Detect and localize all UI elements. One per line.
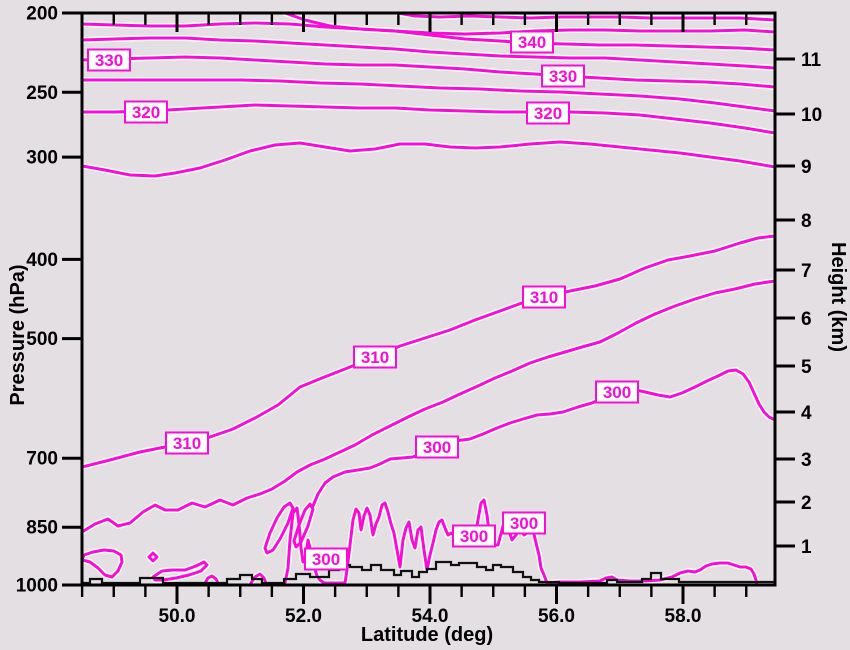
x-axis-tick-labels: 50.0 52.0 54.0 56.0 58.0 — [159, 606, 702, 627]
contour-halo-300 — [310, 367, 775, 509]
contour-line-300 — [292, 502, 315, 549]
height-tick-label: 7 — [801, 261, 812, 282]
height-axis-ticks — [775, 57, 795, 548]
x-tick-label: 52.0 — [285, 606, 322, 627]
right-axis-title: Height (km) — [827, 242, 849, 352]
contour-lines — [82, 13, 775, 585]
contour-line-300 — [263, 501, 295, 555]
pressure-tick-label: 1000 — [16, 576, 58, 597]
x-tick-label: 54.0 — [412, 606, 449, 627]
contour-line-305 — [82, 279, 775, 534]
contour-label-box — [510, 30, 554, 54]
contour-label-box — [87, 48, 131, 72]
contour-line-300 — [311, 368, 775, 508]
contour-label-text: 300 — [423, 438, 451, 457]
x-tick-label: 56.0 — [538, 606, 575, 627]
pressure-tick-label: 250 — [26, 83, 58, 104]
contour-label-text: 340 — [518, 33, 546, 52]
contour-line-300 — [147, 551, 159, 563]
height-axis-tick-labels: 11 10 9 8 7 6 5 4 3 2 1 — [801, 50, 822, 558]
contour-line-330 — [82, 55, 775, 89]
contour-line-315 — [82, 140, 775, 178]
contour-label-box — [522, 285, 566, 309]
height-tick-label: 4 — [801, 403, 812, 424]
pressure-axis-ticks — [62, 11, 82, 587]
left-axis-title: Pressure (hPa) — [7, 264, 29, 406]
contour-line-325 — [82, 78, 775, 113]
x-axis-ticks — [80, 13, 748, 604]
pressure-tick-label: 300 — [26, 148, 58, 169]
pressure-tick-label: 500 — [26, 329, 58, 350]
contour-label-text: 310 — [173, 434, 201, 453]
contour-label-text: 320 — [534, 104, 562, 123]
pressure-tick-label: 850 — [26, 518, 58, 539]
contour-label-box — [526, 101, 570, 125]
height-tick-label: 9 — [801, 157, 812, 178]
x-tick-label: 58.0 — [665, 606, 702, 627]
height-tick-label: 6 — [801, 309, 812, 330]
height-tick-label: 8 — [801, 211, 812, 232]
contour-label-text: 310 — [361, 348, 389, 367]
contour-line-350 — [396, 13, 775, 22]
contour-label-box — [541, 64, 585, 88]
contour-label-box — [165, 431, 209, 455]
contour-label-box — [304, 547, 348, 571]
contour-label-box — [124, 100, 168, 124]
contour-label-text: 330 — [95, 51, 123, 70]
contour-line-300 — [203, 574, 220, 585]
contour-label-box — [415, 435, 459, 459]
contour-line-300 — [82, 548, 124, 579]
height-tick-label: 2 — [801, 493, 812, 514]
pressure-tick-label: 400 — [26, 250, 58, 271]
height-tick-label: 11 — [801, 50, 822, 71]
terrain-outline — [82, 560, 775, 585]
height-tick-label: 3 — [801, 450, 812, 471]
contour-label-text: 310 — [530, 288, 558, 307]
contour-line-335 — [82, 36, 775, 70]
pressure-axis-tick-labels: 200 250 300 400 500 700 850 1000 — [16, 4, 58, 597]
contour-label-text: 300 — [510, 514, 538, 533]
contour-label-box — [353, 345, 397, 369]
contour-label-box — [595, 380, 639, 404]
pressure-tick-label: 700 — [26, 449, 58, 470]
contour-label-text: 320 — [132, 103, 160, 122]
pressure-tick-label: 200 — [26, 4, 58, 25]
contour-line-340 — [82, 21, 775, 52]
contour-label-text: 300 — [603, 383, 631, 402]
x-tick-label: 50.0 — [159, 606, 196, 627]
height-tick-label: 1 — [801, 537, 812, 558]
contour-line-320 — [82, 103, 775, 135]
contour-label-box — [502, 511, 546, 535]
x-axis-title: Latitude (deg) — [360, 624, 494, 646]
height-tick-label: 5 — [801, 357, 812, 378]
contour-label-text: 330 — [549, 67, 577, 86]
contour-label-box — [452, 524, 496, 548]
contour-label-text: 300 — [312, 550, 340, 569]
height-tick-label: 10 — [801, 105, 822, 126]
contour-label-text: 300 — [460, 527, 488, 546]
